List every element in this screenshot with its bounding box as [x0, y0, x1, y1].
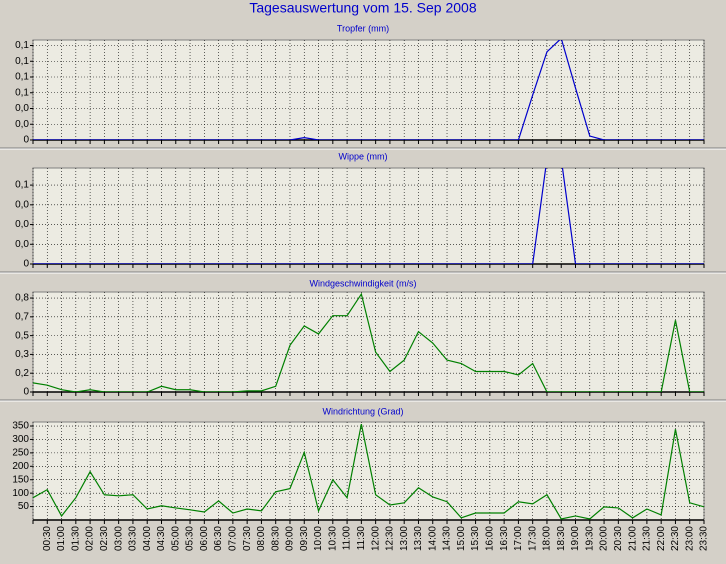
- panel: Tropfer (mm) 0 0,0 0,0 0,1 0,1 0,1 0,1: [0, 23, 726, 150]
- panel: Wippe (mm) 0 0,0 0,0 0,0 0,1: [0, 151, 726, 274]
- plot-area: [32, 167, 705, 265]
- y-tick-label: 0,8: [15, 293, 29, 304]
- y-tick-label: 200: [12, 461, 29, 472]
- x-tick-label: 04:00: [142, 526, 153, 551]
- x-tick-label: 10:30: [327, 526, 338, 551]
- x-tick-label: 14:30: [442, 526, 453, 551]
- x-tick-label: 07:30: [242, 526, 253, 551]
- x-tick-label: 20:00: [599, 526, 610, 551]
- x-tick-label: 14:00: [427, 526, 438, 551]
- plot-area: [32, 421, 705, 521]
- x-tick-label: 04:30: [156, 526, 167, 551]
- y-tick-label: 0,7: [15, 311, 29, 322]
- y-tick-label: 350: [12, 421, 29, 432]
- x-tick-label: 21:30: [642, 526, 653, 551]
- x-tick-label: 07:00: [228, 526, 239, 551]
- x-tick-label: 05:30: [185, 526, 196, 551]
- x-tick-label: 16:30: [499, 526, 510, 551]
- y-tick-label: 0,1: [15, 72, 29, 83]
- y-tick-label: 0,5: [15, 330, 29, 341]
- y-tick-label: 300: [12, 434, 29, 445]
- x-tick-label: 12:30: [385, 526, 396, 551]
- x-tick-label: 23:00: [684, 526, 695, 551]
- panel: Windgeschwindigkeit (m/s) 0 0,2 0,3 0,5 0,7 0,…: [0, 278, 726, 402]
- x-tick-label: 16:00: [484, 526, 495, 551]
- y-tick-label: 0: [23, 259, 29, 270]
- x-tick-label: 18:00: [542, 526, 553, 551]
- x-tick-label: 22:30: [670, 526, 681, 551]
- x-tick-label: 03:00: [113, 526, 124, 551]
- x-tick-label: 11:00: [342, 526, 353, 551]
- y-tick-label: 0,0: [15, 239, 29, 250]
- plot-area: [32, 39, 705, 141]
- x-tick-label: 23:30: [699, 526, 710, 551]
- data-line: [33, 40, 704, 140]
- y-tick-label: 0,1: [15, 180, 29, 191]
- x-tick-label: 08:00: [256, 526, 267, 551]
- panel-title: Wippe (mm): [339, 151, 388, 161]
- x-tick-label: 19:30: [584, 526, 595, 551]
- x-tick-label: 09:00: [285, 526, 296, 551]
- x-tick-label: 06:00: [199, 526, 210, 551]
- x-tick-label: 10:00: [313, 526, 324, 551]
- y-tick-label: 0,2: [15, 368, 29, 379]
- x-tick-label: 17:00: [513, 526, 524, 551]
- x-tick-label: 12:00: [370, 526, 381, 551]
- x-tick-label: 11:30: [356, 526, 367, 551]
- x-tick-label: 05:00: [170, 526, 181, 551]
- y-tick-label: 0,0: [15, 103, 29, 114]
- y-tick-label: 0,1: [15, 87, 29, 98]
- x-tick-label: 18:30: [556, 526, 567, 551]
- panel-title: Windrichtung (Grad): [322, 406, 403, 416]
- y-tick-label: 150: [12, 474, 29, 485]
- x-tick-label: 22:00: [656, 526, 667, 551]
- x-tick-label: 21:00: [627, 526, 638, 551]
- data-line: [33, 292, 704, 392]
- x-tick-label: 02:00: [85, 526, 96, 551]
- x-tick-label: 13:30: [413, 526, 424, 551]
- x-tick-label: 20:30: [613, 526, 624, 551]
- page-title: Tagesauswertung vom 15. Sep 2008: [249, 0, 476, 16]
- y-tick-label: 0: [23, 387, 29, 398]
- x-tick-label: 01:00: [56, 526, 67, 551]
- y-tick-label: 0,3: [15, 349, 29, 360]
- x-tick-label: 09:30: [299, 526, 310, 551]
- x-tick-label: 02:30: [99, 526, 110, 551]
- x-tick-label: 06:30: [213, 526, 224, 551]
- y-tick-label: 0,0: [15, 119, 29, 130]
- y-tick-label: 250: [12, 448, 29, 459]
- y-tick-label: 0,1: [15, 40, 29, 51]
- y-tick-label: 0: [23, 135, 29, 146]
- y-tick-label: 100: [12, 488, 29, 499]
- y-tick-label: 50: [18, 501, 30, 512]
- x-tick-label: 01:30: [70, 526, 81, 551]
- x-tick-label: 03:30: [128, 526, 139, 551]
- y-tick-label: 0,0: [15, 199, 29, 210]
- x-tick-label: 15:30: [470, 526, 481, 551]
- panel: Windrichtung (Grad) 50 100 150 200 250 300 350: [12, 406, 705, 524]
- data-line: [33, 424, 704, 520]
- x-tick-label: 00:30: [42, 526, 53, 551]
- x-tick-label: 15:00: [456, 526, 467, 551]
- x-tick-label: 08:30: [270, 526, 281, 551]
- y-tick-label: 0,1: [15, 56, 29, 67]
- x-tick-label: 17:30: [527, 526, 538, 551]
- y-tick-label: 0,0: [15, 219, 29, 230]
- x-tick-label: 13:00: [399, 526, 410, 551]
- panel-title: Tropfer (mm): [337, 23, 389, 33]
- panel-title: Windgeschwindigkeit (m/s): [309, 278, 416, 288]
- plot-area: [32, 291, 705, 393]
- x-tick-label: 19:00: [570, 526, 581, 551]
